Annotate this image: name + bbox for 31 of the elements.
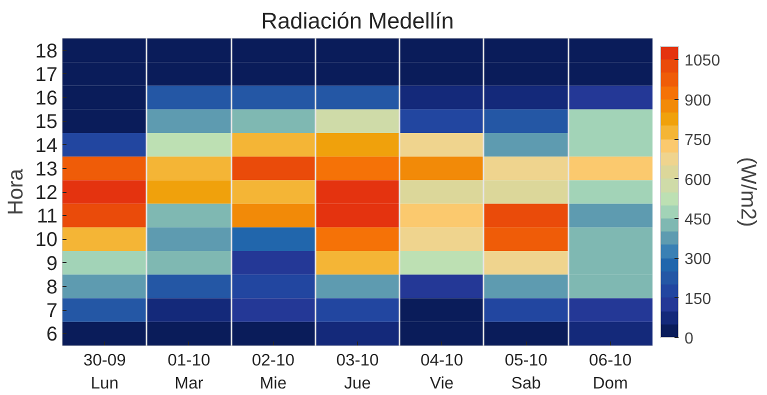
x-tick-label: 01-10 Mar	[168, 350, 210, 392]
x-tick-label: 04-10 Vie	[420, 350, 464, 392]
color-bar-title: (W/m2)	[736, 157, 760, 227]
color-bar-label: 1050	[684, 52, 720, 70]
y-tick-label: 11	[36, 206, 58, 228]
y-tick-label: 18	[35, 40, 58, 62]
color-bar-label: 0	[684, 330, 694, 348]
y-tick-label: 13	[35, 158, 58, 180]
color-bar-label: 150	[684, 290, 712, 308]
y-tick-label: 6	[46, 324, 58, 346]
y-tick-label: 8	[46, 276, 58, 298]
y-tick-label: 14	[35, 134, 58, 157]
x-tick-label: 05-10 Sab	[504, 350, 548, 392]
color-bar-label: 300	[684, 251, 712, 268]
y-tick-label: 9	[46, 252, 58, 275]
y-tick-label: 7	[46, 300, 58, 322]
color-bar-label: 450	[684, 211, 712, 228]
y-tick-label: 16	[35, 88, 58, 110]
y-tick-label: 17	[35, 64, 58, 86]
chart-title: Radiación Medellín	[261, 8, 454, 34]
x-tick-label: 30-09 Lun	[83, 350, 126, 392]
color-bar-label: 900	[684, 92, 712, 110]
x-tick-label: 06-10 Dom	[589, 350, 632, 392]
color-bar-label: 750	[684, 132, 712, 150]
x-tick-label: 03-10 Jue	[336, 350, 379, 392]
y-tick-label: 15	[35, 111, 58, 134]
y-tick-label: 10	[35, 229, 58, 252]
x-tick-label: 02-10 Mie	[252, 350, 295, 392]
color-bar-label: 600	[684, 172, 712, 189]
y-tick-label: 12	[35, 182, 58, 204]
y-axis-title: Hora	[3, 168, 28, 216]
